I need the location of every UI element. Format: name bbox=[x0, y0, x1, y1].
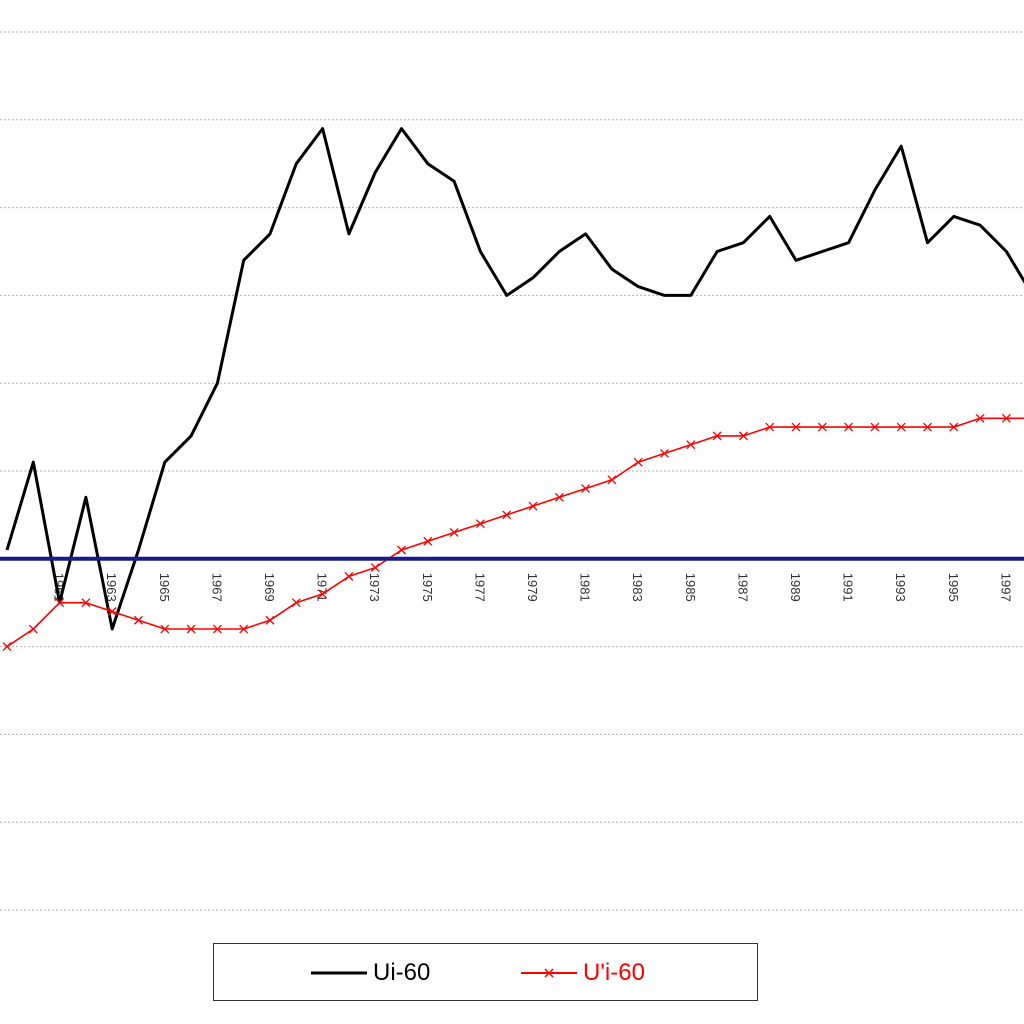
data-point-marker bbox=[975, 413, 985, 423]
data-point-marker bbox=[423, 536, 433, 546]
data-point-marker bbox=[1001, 413, 1011, 423]
x-tick-label: 1989 bbox=[788, 573, 803, 602]
data-point-marker bbox=[502, 510, 512, 520]
data-point-marker bbox=[712, 431, 722, 441]
data-point-marker bbox=[923, 422, 932, 432]
x-tick-labels: 1961 1963 1965 1967 1969 1971 1973 1975 1977 1979… bbox=[52, 573, 1014, 602]
series-upi-60 bbox=[2, 413, 1024, 652]
legend-swatch-ui-60 bbox=[311, 971, 367, 975]
data-point-marker bbox=[160, 624, 170, 634]
data-point-marker bbox=[475, 519, 485, 529]
x-tick-label: 1979 bbox=[525, 573, 540, 602]
legend-item-upi-60: U'i-60 bbox=[519, 944, 645, 1002]
x-tick-label: 1963 bbox=[104, 573, 119, 602]
data-point-marker bbox=[554, 492, 564, 502]
data-point-marker bbox=[896, 422, 906, 432]
data-point-marker bbox=[817, 422, 827, 432]
data-point-marker bbox=[134, 615, 143, 625]
x-tick-label: 1973 bbox=[367, 573, 382, 602]
data-point-marker bbox=[107, 607, 117, 616]
data-point-marker bbox=[186, 624, 196, 634]
data-point-marker bbox=[765, 422, 775, 432]
legend-item-ui-60: Ui-60 bbox=[309, 944, 430, 1002]
data-point-marker bbox=[949, 422, 959, 432]
legend-label-ui-60: Ui-60 bbox=[373, 959, 431, 986]
data-point-marker bbox=[870, 422, 880, 432]
chart-legend: Ui-60 U'i-60 bbox=[213, 943, 758, 1001]
series-ui-60 bbox=[5, 127, 1024, 631]
x-tick-label: 1975 bbox=[420, 573, 435, 602]
x-tick-label: 1987 bbox=[735, 573, 750, 602]
x-tick-label: 1991 bbox=[841, 573, 856, 602]
data-point-marker bbox=[686, 440, 696, 450]
x-tick-label: 1981 bbox=[578, 573, 593, 602]
line-chart: 1961 1963 1965 1967 1969 1971 1973 1975 1977 1979… bbox=[0, 31, 1024, 911]
x-tick-label: 1983 bbox=[630, 573, 645, 602]
x-tick-label: 1995 bbox=[946, 573, 961, 602]
data-point-marker bbox=[2, 642, 12, 652]
x-tick-label: 1985 bbox=[683, 573, 698, 602]
data-point-marker bbox=[344, 571, 354, 581]
data-point-marker bbox=[449, 528, 459, 537]
data-point-marker bbox=[528, 501, 538, 511]
data-point-marker bbox=[265, 615, 275, 625]
data-point-marker bbox=[55, 598, 65, 608]
x-tick-label: 1969 bbox=[262, 573, 277, 602]
data-point-marker bbox=[81, 598, 91, 608]
legend-label-upi-60: U'i-60 bbox=[583, 959, 645, 986]
series-line bbox=[6, 417, 1024, 648]
x-tick-label: 1993 bbox=[893, 573, 908, 602]
data-point-marker bbox=[633, 457, 643, 467]
data-point-marker bbox=[581, 484, 591, 494]
data-point-marker bbox=[738, 431, 748, 441]
data-point-marker bbox=[318, 589, 328, 599]
series-line bbox=[5, 127, 1024, 631]
data-point-marker bbox=[791, 422, 801, 432]
x-tick-label: 1971 bbox=[315, 573, 330, 602]
data-point-marker bbox=[239, 624, 249, 634]
data-point-marker bbox=[291, 598, 301, 608]
data-point-marker bbox=[397, 545, 406, 555]
data-point-marker bbox=[607, 475, 617, 485]
x-tick-label: 1997 bbox=[998, 573, 1013, 602]
x-tick-label: 1967 bbox=[209, 573, 224, 602]
legend-swatch-upi-60 bbox=[521, 968, 577, 978]
data-point-marker bbox=[660, 448, 669, 458]
data-point-marker bbox=[212, 624, 222, 634]
data-point-marker bbox=[844, 422, 854, 432]
x-tick-label: 1965 bbox=[157, 573, 172, 602]
gridlines bbox=[0, 31, 1024, 911]
data-point-marker bbox=[370, 563, 380, 573]
data-point-marker bbox=[28, 624, 38, 634]
x-tick-label: 1977 bbox=[472, 573, 487, 602]
